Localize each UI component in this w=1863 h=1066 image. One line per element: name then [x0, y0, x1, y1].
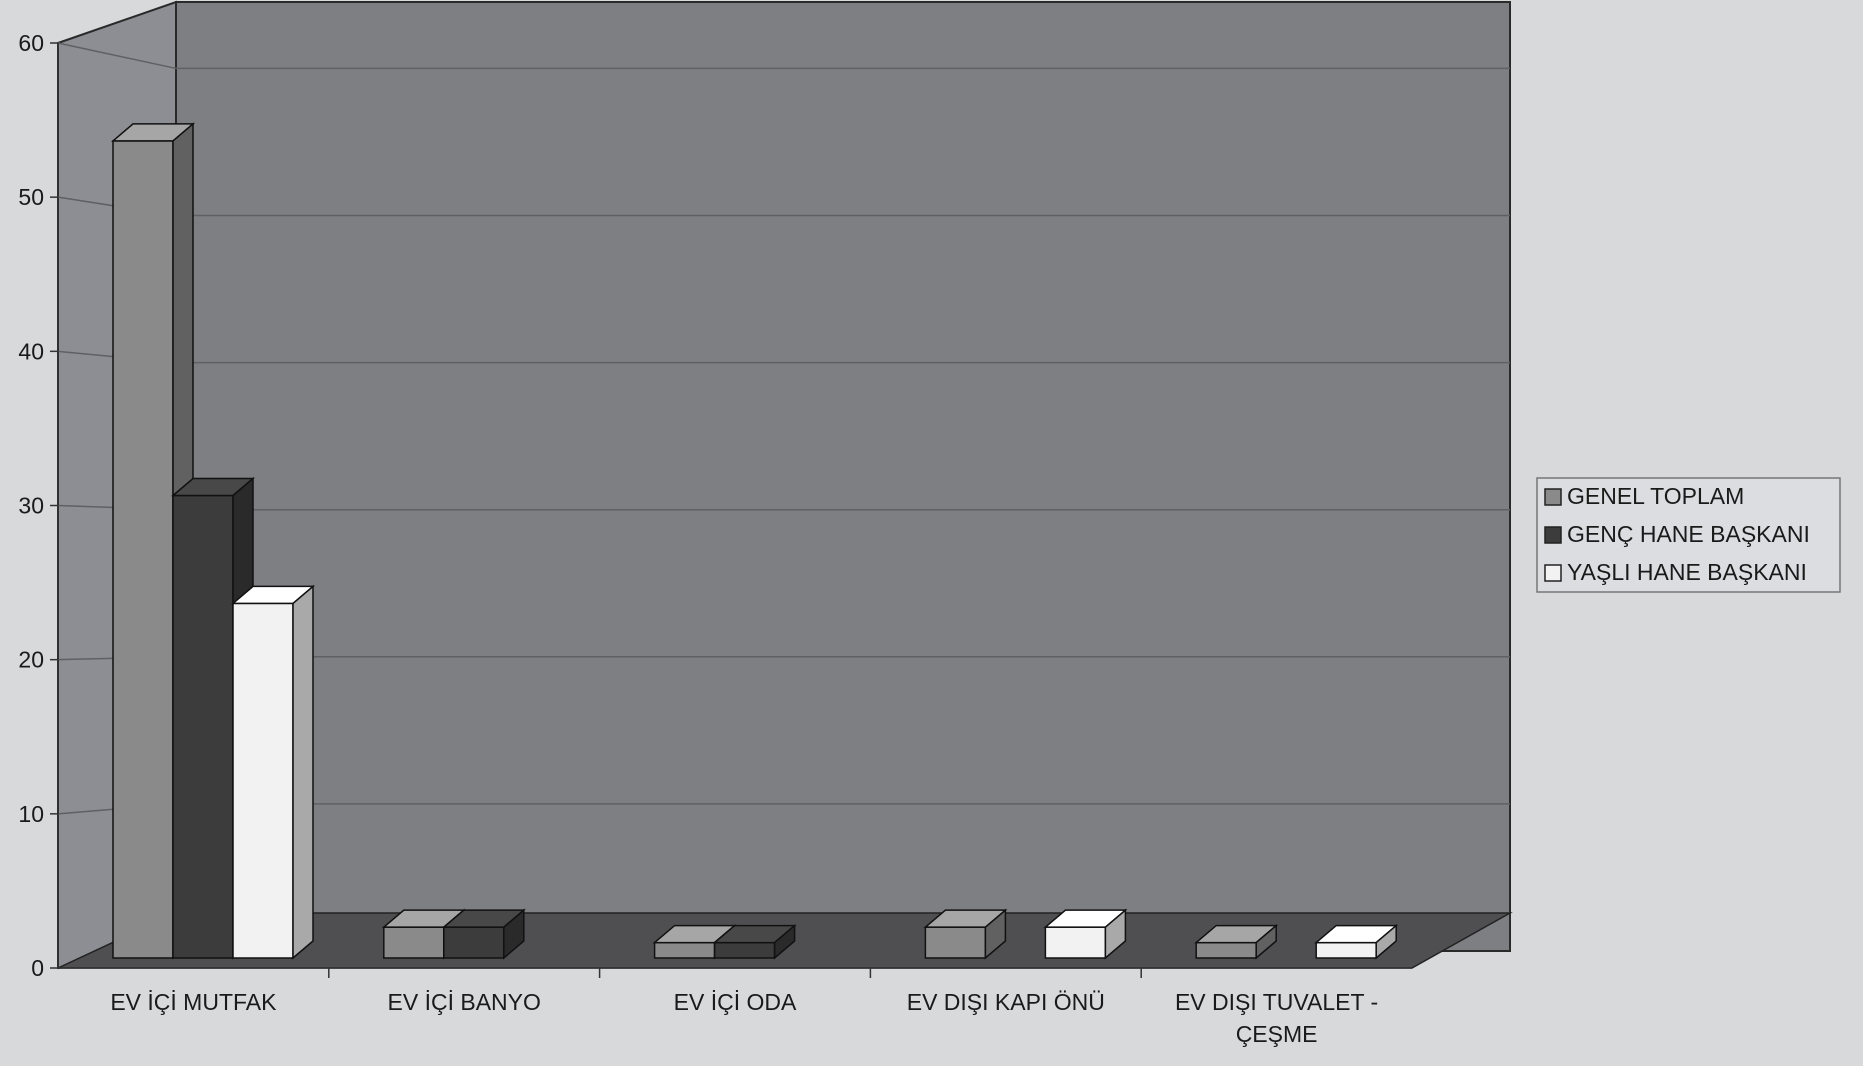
y-tick-label: 30 [18, 493, 44, 519]
y-tick-label: 50 [18, 184, 44, 210]
bar-side-3-4 [1104, 908, 1127, 960]
legend-swatch [1544, 526, 1562, 544]
bar-side-2-3 [773, 923, 796, 960]
y-tick-label: 10 [18, 801, 44, 827]
bar-side-2-2 [503, 908, 525, 960]
bar-1-2 [383, 926, 445, 959]
bar-1-5 [1195, 941, 1257, 959]
bar-2-3 [713, 941, 776, 959]
bar-2-2 [443, 926, 505, 959]
x-tick-label: EV İÇİ ODA [674, 989, 797, 1015]
bar-side-1-5 [1255, 923, 1277, 960]
bar-1-3 [653, 941, 716, 959]
bar-side-3-5 [1375, 923, 1397, 960]
bar-side-3-1 [292, 584, 314, 960]
legend-swatch [1544, 564, 1562, 582]
legend-label: GENEL TOPLAM [1567, 483, 1744, 509]
bar-2-1 [172, 494, 234, 959]
x-tick-label: EV İÇİ MUTFAK [110, 989, 277, 1015]
bar-1-1 [112, 140, 174, 959]
bar-1-4 [924, 926, 987, 959]
bar-3-5 [1315, 941, 1377, 959]
legend-swatch [1544, 488, 1562, 506]
legend-label: GENÇ HANE BAŞKANI [1567, 521, 1810, 547]
gridline-side [57, 42, 177, 70]
x-tick-label: EV İÇİ BANYO [388, 989, 541, 1015]
plot-back-wall [175, 1, 1511, 952]
bar-3-4 [1044, 926, 1107, 959]
x-tick-label: EV DIŞI KAPI ÖNÜ [907, 989, 1105, 1015]
legend-label: YAŞLI HANE BAŞKANI [1567, 559, 1807, 585]
y-tick-label: 0 [31, 955, 44, 981]
bar-3-1 [232, 602, 294, 959]
x-tick-label: EV DIŞI TUVALET -ÇEŞME [1175, 989, 1378, 1047]
bar-side-1-4 [984, 908, 1007, 960]
y-tick-label: 60 [18, 30, 44, 56]
y-tick-label: 20 [18, 647, 44, 673]
legend-box [1536, 477, 1841, 593]
y-tick-label: 40 [18, 338, 44, 364]
